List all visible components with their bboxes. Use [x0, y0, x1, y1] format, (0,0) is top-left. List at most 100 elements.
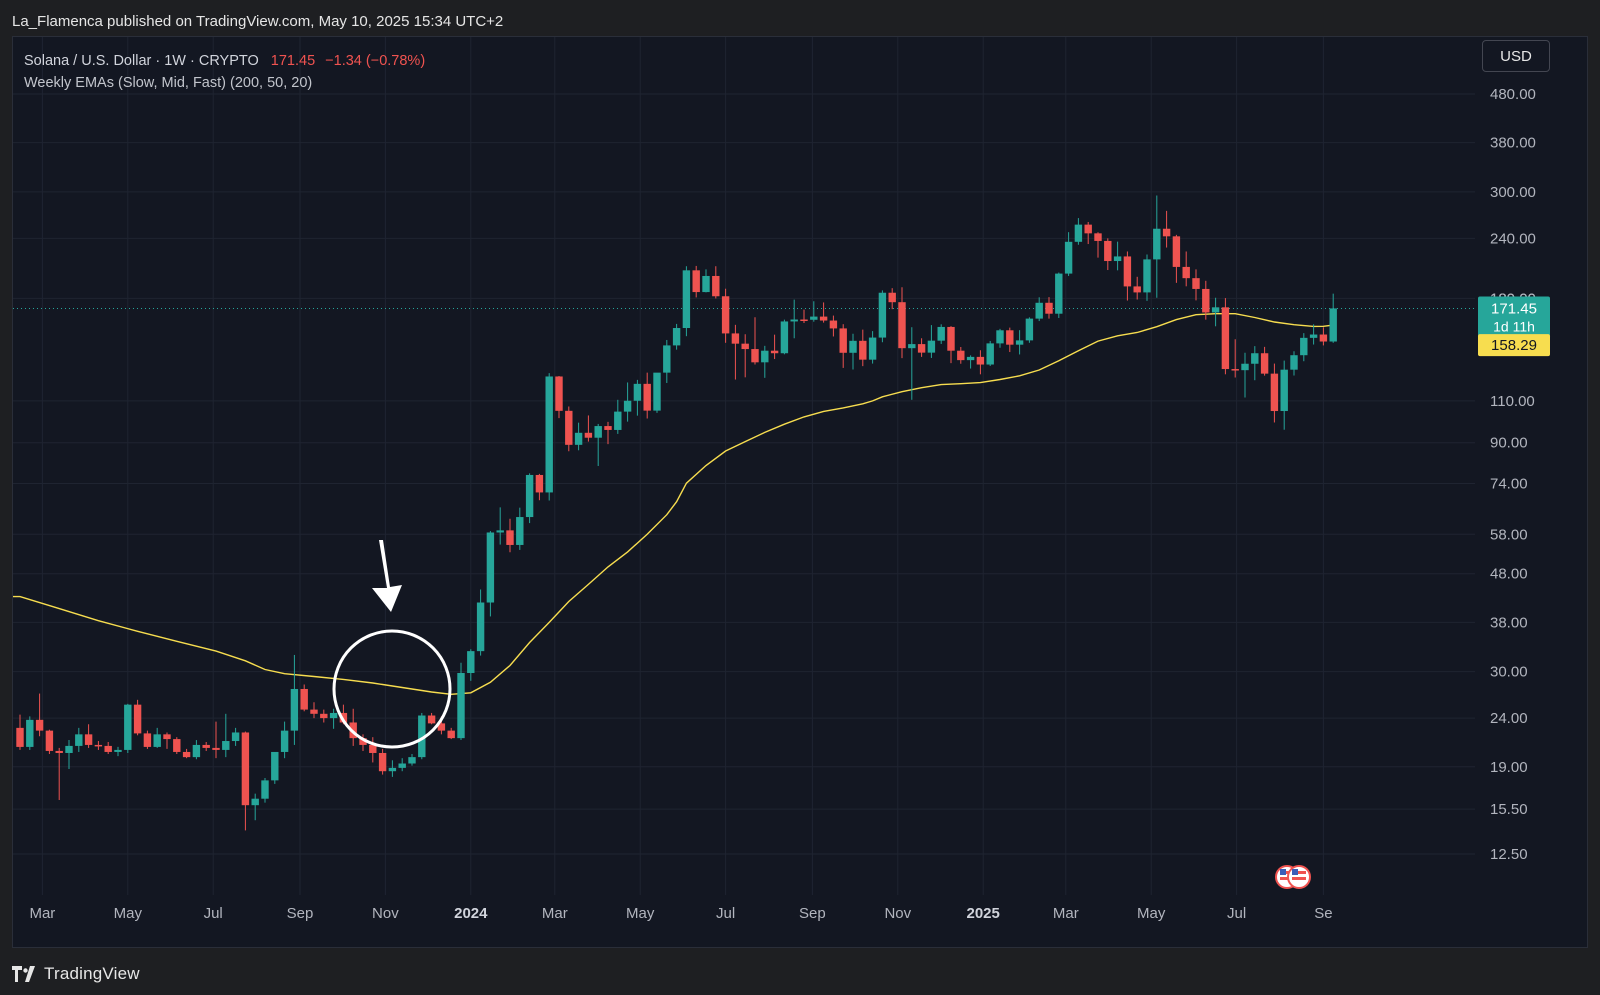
candle-down[interactable]: [1045, 302, 1053, 314]
candle-down[interactable]: [1084, 224, 1092, 234]
candle-up[interactable]: [1015, 340, 1024, 345]
candle-up[interactable]: [1280, 369, 1288, 412]
legend-symbol[interactable]: Solana / U.S. Dollar · 1W · CRYPTO: [24, 53, 259, 69]
candle-up[interactable]: [408, 757, 416, 764]
candle-up[interactable]: [1143, 259, 1151, 293]
candle-up[interactable]: [280, 730, 289, 752]
candle-up[interactable]: [633, 383, 642, 401]
candle-up[interactable]: [986, 343, 994, 365]
candle-up[interactable]: [467, 651, 475, 674]
candle-up[interactable]: [75, 734, 83, 746]
candle-down[interactable]: [692, 270, 700, 293]
candle-down[interactable]: [839, 328, 847, 353]
candle-down[interactable]: [506, 530, 514, 545]
candle-up[interactable]: [496, 530, 504, 533]
candle-down[interactable]: [173, 739, 181, 752]
candle-down[interactable]: [143, 733, 152, 747]
candle-down[interactable]: [1006, 330, 1014, 345]
candle-up[interactable]: [996, 330, 1004, 344]
candle-up[interactable]: [790, 319, 798, 322]
candle-up[interactable]: [388, 767, 397, 772]
candle-up[interactable]: [398, 763, 406, 768]
candle-up[interactable]: [1211, 307, 1220, 313]
candle-up[interactable]: [849, 340, 857, 353]
candle-down[interactable]: [712, 275, 720, 297]
candle-up[interactable]: [908, 344, 916, 349]
candle-down[interactable]: [976, 356, 985, 365]
candle-up[interactable]: [1309, 334, 1318, 338]
candle-up[interactable]: [261, 780, 269, 799]
candle-up[interactable]: [1241, 363, 1249, 371]
candle-down[interactable]: [888, 292, 896, 303]
candle-up[interactable]: [114, 749, 122, 752]
candle-up[interactable]: [672, 328, 681, 346]
candle-down[interactable]: [917, 344, 926, 353]
candle-up[interactable]: [1300, 337, 1308, 356]
candle-down[interactable]: [1094, 233, 1102, 241]
candle-up[interactable]: [1035, 302, 1043, 319]
candle-down[interactable]: [859, 340, 867, 360]
candle-down[interactable]: [378, 752, 387, 772]
candle-up[interactable]: [1113, 256, 1122, 262]
candle-up[interactable]: [516, 517, 524, 545]
candle-up[interactable]: [545, 376, 553, 493]
candle-up[interactable]: [614, 411, 622, 430]
legend-indicator[interactable]: Weekly EMAs (Slow, Mid, Fast) (200, 50, …: [24, 75, 313, 91]
candle-up[interactable]: [1055, 273, 1063, 314]
candle-up[interactable]: [1064, 241, 1073, 274]
candle-down[interactable]: [1319, 334, 1328, 342]
candle-up[interactable]: [937, 326, 945, 341]
candle-up[interactable]: [1290, 355, 1298, 370]
candle-down[interactable]: [1172, 236, 1181, 267]
candle-up[interactable]: [682, 270, 691, 329]
candle-up[interactable]: [192, 744, 201, 758]
candle-down[interactable]: [819, 316, 828, 321]
candle-up[interactable]: [927, 340, 936, 353]
candle-down[interactable]: [182, 751, 191, 758]
candle-up[interactable]: [290, 688, 299, 731]
candle-up[interactable]: [418, 715, 426, 758]
candle-down[interactable]: [800, 319, 808, 322]
candle-down[interactable]: [437, 723, 446, 731]
candle-down[interactable]: [584, 432, 593, 438]
candle-down[interactable]: [947, 326, 955, 351]
candle-down[interactable]: [898, 302, 906, 349]
candle-down[interactable]: [721, 296, 730, 334]
candle-down[interactable]: [604, 426, 612, 430]
candle-up[interactable]: [810, 316, 818, 320]
candle-up[interactable]: [574, 432, 583, 445]
candle-down[interactable]: [1104, 240, 1112, 262]
candle-down[interactable]: [1231, 369, 1239, 371]
candle-down[interactable]: [1221, 307, 1230, 370]
candle-down[interactable]: [1202, 288, 1210, 313]
candle-down[interactable]: [731, 333, 740, 344]
candle-down[interactable]: [1182, 266, 1190, 279]
candle-down[interactable]: [84, 734, 93, 745]
candle-down[interactable]: [212, 747, 220, 750]
candle-down[interactable]: [320, 713, 328, 719]
candle-down[interactable]: [310, 709, 318, 714]
candle-down[interactable]: [1192, 278, 1200, 289]
candle-up[interactable]: [780, 321, 789, 354]
candle-down[interactable]: [55, 750, 63, 753]
candle-down[interactable]: [1123, 256, 1132, 287]
candle-up[interactable]: [1251, 353, 1259, 364]
candle-up[interactable]: [329, 712, 338, 719]
candle-down[interactable]: [300, 688, 308, 710]
candle-up[interactable]: [231, 732, 240, 742]
tradingview-logo[interactable]: TradingView: [12, 964, 140, 984]
candle-down[interactable]: [16, 727, 24, 747]
candle-up[interactable]: [653, 372, 661, 411]
candle-down[interactable]: [427, 715, 436, 724]
candle-down[interactable]: [35, 719, 44, 731]
candle-up[interactable]: [525, 474, 534, 518]
candle-down[interactable]: [741, 343, 749, 350]
candle-up[interactable]: [1329, 308, 1337, 342]
candle-down[interactable]: [535, 474, 544, 493]
candle-up[interactable]: [663, 345, 671, 373]
candle-up[interactable]: [868, 337, 877, 360]
candle-up[interactable]: [65, 745, 73, 753]
candle-up[interactable]: [702, 275, 710, 293]
candle-up[interactable]: [476, 602, 485, 652]
